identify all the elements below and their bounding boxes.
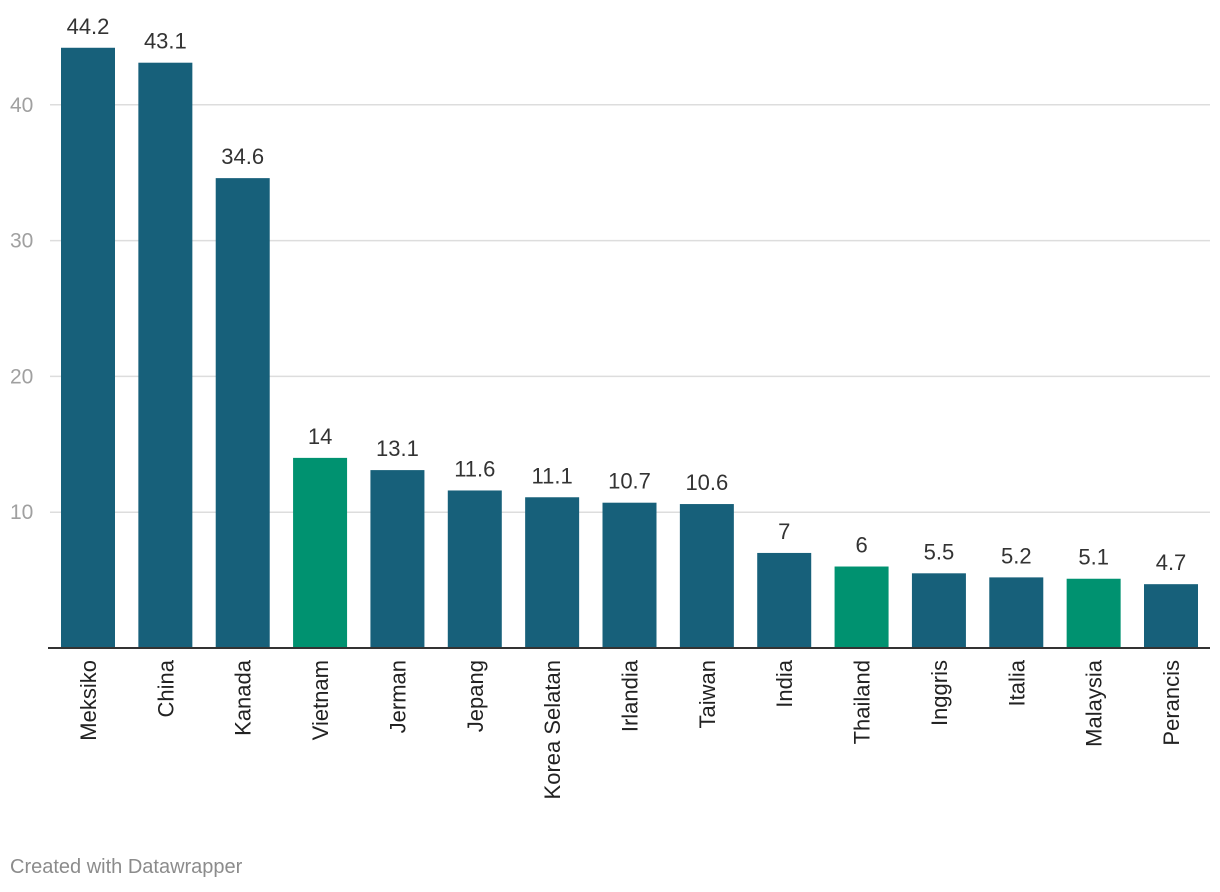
- value-label: 5.2: [1001, 543, 1032, 568]
- bar-chart: 10 20 30 40 44.2 43.1 34.6 14 13.1 11.6 11.1 10.7 1…: [10, 14, 1210, 799]
- category-label: Perancis: [1159, 660, 1184, 746]
- bar-italia[interactable]: [989, 577, 1044, 648]
- category-label: Meksiko: [76, 660, 101, 741]
- bar-irlandia[interactable]: [602, 502, 657, 648]
- category-label: Taiwan: [695, 660, 720, 728]
- value-label: 11.6: [454, 456, 495, 481]
- value-label: 10.6: [685, 470, 728, 495]
- category-labels: Meksiko China Kanada Vietnam Jerman Jepang Kor…: [76, 659, 1184, 799]
- bar-china[interactable]: [138, 62, 193, 648]
- value-label: 5.1: [1078, 545, 1109, 570]
- value-label: 14: [308, 424, 332, 449]
- category-label: Italia: [1004, 659, 1029, 706]
- category-label: Inggris: [927, 660, 952, 726]
- bar-vietnam[interactable]: [293, 457, 348, 648]
- value-label: 5.5: [924, 539, 955, 564]
- category-label: China: [153, 659, 178, 717]
- bar-perancis[interactable]: [1144, 584, 1198, 648]
- y-tick-label: 40: [10, 94, 33, 117]
- value-label: 43.1: [144, 29, 187, 54]
- y-tick-label: 20: [10, 365, 33, 388]
- value-label: 4.7: [1156, 550, 1187, 575]
- category-label: Kanada: [231, 659, 256, 736]
- category-label: Jerman: [385, 660, 410, 733]
- value-label: 11.1: [532, 463, 573, 488]
- bar-kanada[interactable]: [215, 178, 270, 648]
- bar-india[interactable]: [757, 552, 812, 648]
- value-label: 10.7: [608, 469, 651, 494]
- category-label: Jepang: [463, 660, 488, 732]
- y-tick-label: 30: [10, 230, 33, 253]
- value-label: 34.6: [221, 144, 264, 169]
- value-label: 44.2: [67, 14, 110, 39]
- bar-jerman[interactable]: [370, 470, 425, 648]
- category-label: Irlandia: [618, 659, 643, 732]
- bars: [61, 47, 1198, 649]
- credit-text[interactable]: Created with Datawrapper: [10, 856, 243, 878]
- y-tick-label: 10: [10, 501, 33, 524]
- value-label: 7: [778, 519, 790, 544]
- category-label: Vietnam: [308, 660, 333, 740]
- value-labels: 44.2 43.1 34.6 14 13.1 11.6 11.1 10.7 10.6 7 6 5.5 5…: [67, 14, 1187, 575]
- bar-thailand[interactable]: [834, 566, 889, 648]
- bar-meksiko[interactable]: [61, 47, 115, 649]
- bar-jepang[interactable]: [447, 490, 502, 648]
- category-label: Malaysia: [1082, 659, 1107, 747]
- category-label: India: [772, 659, 797, 707]
- category-label: Thailand: [850, 660, 875, 744]
- value-label: 6: [855, 533, 867, 558]
- y-axis-ticks: 10 20 30 40: [10, 94, 33, 524]
- value-label: 13.1: [376, 436, 419, 461]
- bar-inggris[interactable]: [911, 573, 966, 648]
- bar-korea-selatan[interactable]: [525, 497, 580, 648]
- bar-taiwan[interactable]: [679, 504, 734, 648]
- bar-malaysia[interactable]: [1066, 578, 1121, 648]
- category-label: Korea Selatan: [540, 660, 565, 799]
